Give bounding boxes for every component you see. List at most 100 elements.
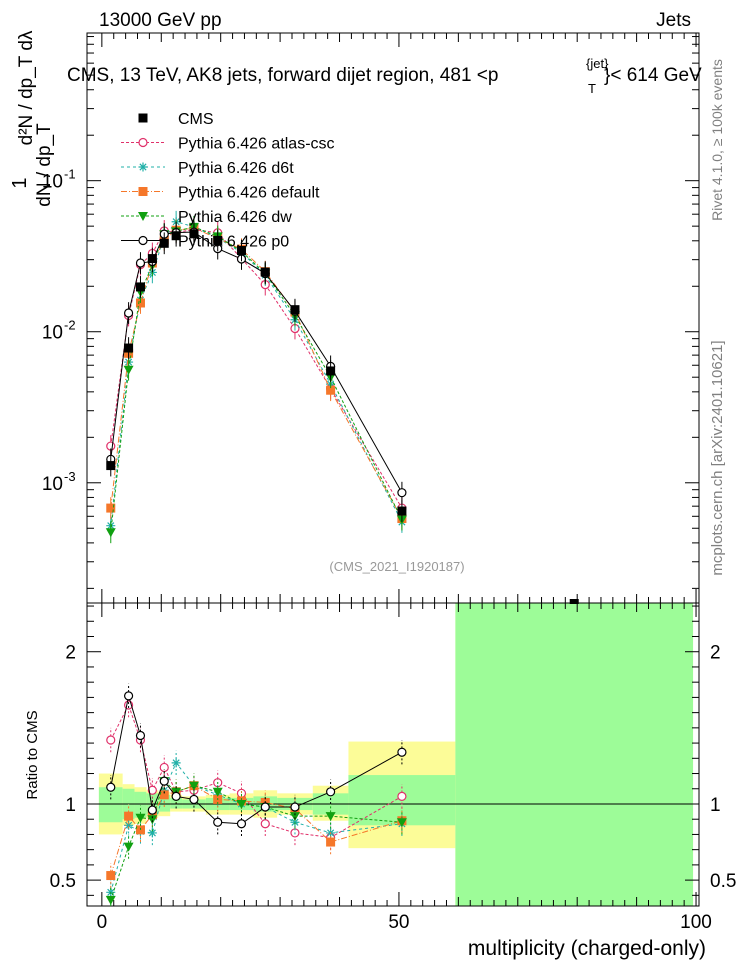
legend-label-d6t: Pythia 6.426 d6t <box>178 160 294 177</box>
point-cms <box>236 245 246 255</box>
ratio-point-default <box>106 871 116 881</box>
legend-marker-p0 <box>138 235 148 246</box>
y-label-expr: d²N / dp_T dλ <box>16 30 37 145</box>
point-cms <box>147 254 157 264</box>
uncertainty-bands <box>98 603 694 906</box>
ratio-point-p0 <box>290 802 300 812</box>
legend-item-default: Pythia 6.426 default <box>121 185 320 202</box>
y-tick-label-main: 10 <box>42 323 63 344</box>
legend-item-p0: Pythia 6.426 p0 <box>121 234 289 251</box>
legend-label-dw: Pythia 6.426 dw <box>178 209 292 226</box>
y-tick-label-ratio: 0.5 <box>50 871 76 892</box>
legend-marker-atlas <box>138 137 148 148</box>
band-inner-0 <box>98 787 123 823</box>
ratio-point-atlas <box>397 791 407 801</box>
y-label-prefix-den: dN / dp_T <box>34 123 55 207</box>
ratio-point-p0 <box>213 817 223 827</box>
series-line-default <box>110 227 403 519</box>
chart-title: CMS, 13 TeV, AK8 jets, forward dijet reg… <box>67 65 498 86</box>
y-axis-label-ratio: Ratio to CMS <box>24 710 41 799</box>
ratio-point-p0 <box>106 782 116 792</box>
ratio-point-dw <box>325 812 336 822</box>
ratio-point-d6t <box>290 817 300 827</box>
ratio-point-dw <box>147 815 158 825</box>
ratio-point-default <box>124 811 134 821</box>
y-tick-label-main-exp: -3 <box>64 469 76 484</box>
ratio-point-p0 <box>397 747 407 757</box>
rivet-label: Rivet 4.1.0, ≥ 100k events <box>709 59 725 221</box>
ratio-series-p0 <box>106 683 407 836</box>
band-inner-2 <box>134 791 147 818</box>
ratio-point-atlas <box>159 762 169 773</box>
point-cms <box>326 366 336 376</box>
ratio-point-dw <box>135 813 146 823</box>
legend-marker-cms <box>138 113 148 123</box>
series-line-atlas <box>110 229 403 509</box>
point-default <box>135 298 145 308</box>
point-default <box>326 385 336 395</box>
x-tick-label: 50 <box>388 912 409 933</box>
ratio-point-d6t <box>171 758 181 768</box>
series-p0 <box>106 221 407 504</box>
header-left: 13000 GeV pp <box>99 10 222 31</box>
ratio-point-atlas <box>106 735 116 745</box>
ratio-point-dw <box>236 799 247 809</box>
point-cms <box>213 235 223 245</box>
point-cms-overflow <box>569 599 579 604</box>
point-dw <box>105 528 116 538</box>
analysis-label: (CMS_2021_I1920187) <box>329 559 464 574</box>
chart-title-tail: }< 614 GeV <box>604 65 702 86</box>
point-p0 <box>123 308 134 318</box>
band-inner-4 <box>158 794 171 812</box>
chart-title-sub: T <box>588 81 596 96</box>
y-tick-label-ratio: 2 <box>65 643 76 664</box>
ratio-point-dw <box>212 787 223 797</box>
chart-title-sup: {jet} <box>586 56 609 71</box>
ratio-point-p0 <box>123 691 134 701</box>
y-tick-label-ratio: 1 <box>65 795 76 816</box>
series-layer <box>105 210 579 906</box>
y-tick-label-ratio-right: 1 <box>710 795 721 816</box>
y-tick-label-main-exp: -2 <box>64 318 76 333</box>
y-tick-label-ratio-right: 2 <box>710 643 721 664</box>
ratio-point-dw <box>123 842 134 852</box>
ratio-point-default <box>159 790 169 800</box>
ratio-point-default <box>326 837 336 847</box>
point-cms <box>135 282 145 292</box>
point-cms <box>260 267 270 277</box>
point-cms <box>106 461 116 471</box>
point-cms <box>397 506 407 516</box>
header-right: Jets <box>656 10 691 31</box>
ratio-point-p0 <box>260 802 270 812</box>
legend-label-cms: CMS <box>178 111 214 128</box>
x-tick-label: 100 <box>680 912 712 933</box>
legend-label-atlas: Pythia 6.426 atlas-csc <box>178 136 335 153</box>
band-inner-13 <box>455 603 694 906</box>
series-cms <box>106 222 407 522</box>
ratio-point-p0 <box>189 794 199 805</box>
y-axis-label-main: 1 dN / dp_T d²N / dp_T dλ <box>9 30 55 207</box>
point-p0 <box>135 258 146 268</box>
legend-marker-default <box>138 187 148 196</box>
legend: CMS Pythia 6.426 atlas-csc Pythia 6.426 d6… <box>121 111 335 251</box>
ratio-point-atlas <box>147 785 157 795</box>
legend-item-cms: CMS <box>138 111 214 128</box>
legend-item-d6t: Pythia 6.426 d6t <box>121 160 294 177</box>
ratio-point-p0 <box>147 805 157 815</box>
point-dw <box>123 365 134 375</box>
point-cms <box>159 238 169 248</box>
ratio-point-p0 <box>236 819 247 829</box>
ratio-point-dw <box>289 812 300 822</box>
legend-marker-d6t <box>138 162 148 172</box>
ratio-point-p0 <box>171 791 181 801</box>
ratio-point-d6t <box>124 820 134 830</box>
legend-label-p0: Pythia 6.426 p0 <box>178 234 289 251</box>
x-axis-label: multiplicity (charged-only) <box>468 937 706 960</box>
legend-item-atlas: Pythia 6.426 atlas-csc <box>121 136 335 153</box>
ratio-point-d6t <box>147 828 157 838</box>
ratio-series-layer <box>105 683 407 906</box>
y-tick-label-main: 10 <box>42 172 63 193</box>
ratio-point-dw <box>105 895 116 905</box>
ratio-point-dw <box>396 818 407 828</box>
